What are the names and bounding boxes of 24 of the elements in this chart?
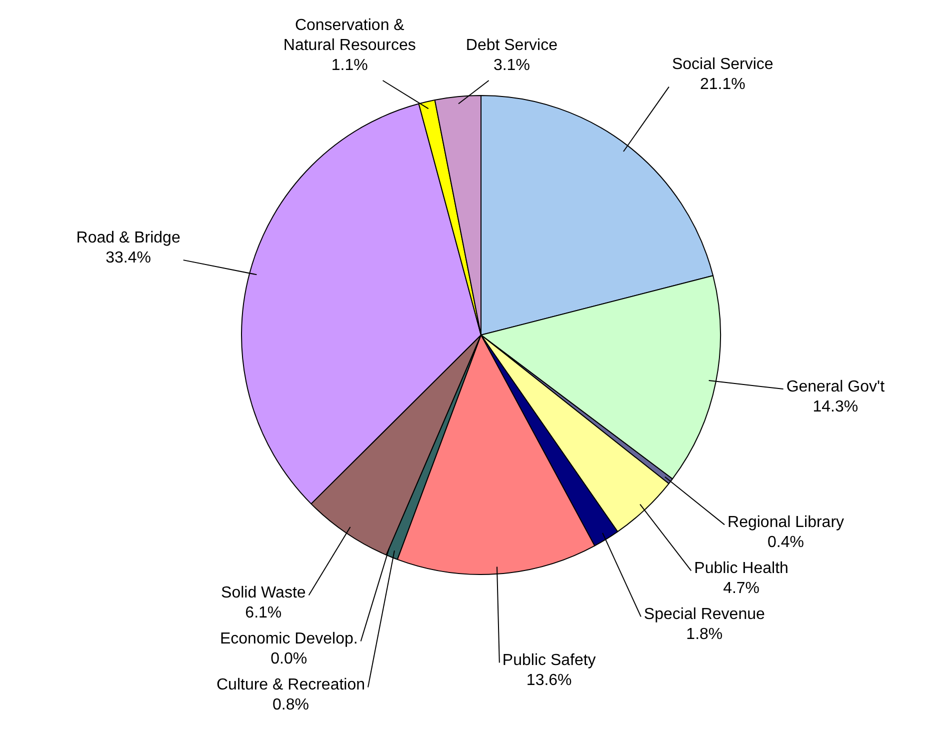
slice-label: Solid Waste (221, 584, 306, 602)
data-label: 0.8% (272, 696, 309, 714)
category-label: Economic Develop. (220, 630, 358, 648)
slice-label: General Gov't (786, 378, 886, 396)
slice-label: Public Safety (502, 652, 596, 670)
text: 0.0% (270, 650, 308, 668)
data-label: 13.6% (526, 672, 572, 690)
data-label: 21.1% (700, 76, 746, 94)
data-label: 3.1% (493, 56, 530, 74)
slice-label: Social Service (672, 56, 774, 74)
data-label: 4.7% (723, 580, 760, 598)
slice-label: Culture & Recreation (216, 676, 366, 694)
slice-label: Public Health (694, 560, 788, 578)
slice-label: Special Revenue (644, 606, 765, 624)
slice-label: Debt Service (466, 36, 558, 54)
slice-label: Conservation & Natural Resources (283, 16, 416, 54)
data-label: 14.3% (812, 398, 858, 416)
slice-label: Road & Bridge (76, 229, 180, 246)
data-label: 33.4% (106, 249, 151, 266)
slice-label: Regional Library (728, 514, 844, 532)
data-label: 1.8% (686, 626, 723, 644)
data-label: 6.1% (245, 604, 282, 622)
data-label: 1.1% (331, 56, 368, 74)
data-label: 0.4% (768, 534, 804, 552)
